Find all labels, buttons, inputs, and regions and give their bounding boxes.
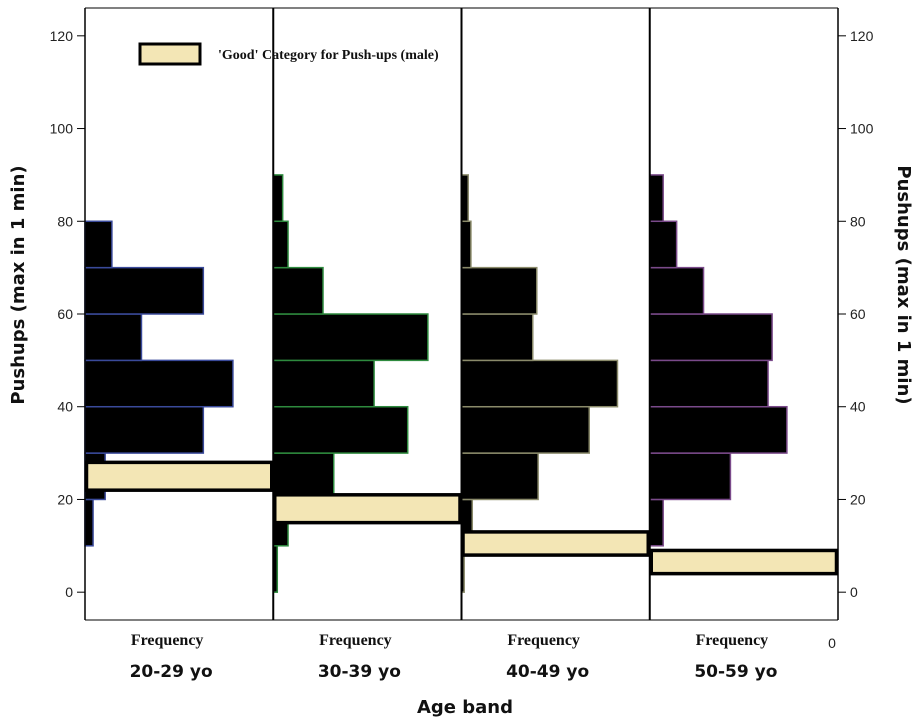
legend-swatch — [138, 42, 202, 66]
y-tick-label-right: 0 — [850, 584, 858, 600]
histogram-bar — [272, 313, 429, 362]
y-tick-label-right: 100 — [850, 121, 874, 137]
y-tick-label-right: 20 — [850, 491, 866, 507]
histogram-bar — [460, 266, 538, 315]
histogram-bar — [460, 313, 534, 362]
y-tick-label-left: 60 — [57, 306, 73, 322]
zero-label: 0 — [828, 635, 836, 651]
histogram-bar — [649, 174, 664, 223]
histogram-bar — [649, 220, 678, 269]
histogram-bar — [84, 359, 234, 408]
good-category-band — [461, 530, 650, 557]
y-axis-title-left: Pushups (max in 1 min) — [8, 165, 29, 404]
y-tick-label-left: 0 — [65, 584, 73, 600]
y-tick-label-left: 120 — [50, 28, 74, 44]
histogram-bar — [84, 313, 143, 362]
histogram-bar — [460, 452, 539, 501]
histogram-bar — [460, 405, 590, 454]
good-category-band — [84, 460, 274, 492]
panels-layer — [84, 174, 788, 593]
frequency-label: Frequency — [507, 632, 580, 649]
histogram-bar — [272, 174, 284, 223]
y-tick-label-left: 80 — [57, 213, 73, 229]
histogram-bar — [649, 266, 705, 315]
frequency-label: Frequency — [319, 632, 392, 649]
histogram-bar — [272, 359, 375, 408]
histogram-bar — [84, 220, 113, 269]
age-band-label: 50-59 yo — [694, 662, 777, 682]
frequency-label: Frequency — [131, 632, 204, 649]
good-category-band — [273, 493, 462, 525]
histogram-bar — [460, 220, 472, 269]
x-axis-title: Age band — [417, 697, 513, 718]
good-category-layer — [84, 460, 839, 576]
y-tick-label-right: 60 — [850, 306, 866, 322]
histogram-bar — [272, 452, 335, 501]
histogram-bar — [649, 313, 773, 362]
histogram-bar — [460, 359, 619, 408]
histogram-bar — [460, 174, 469, 223]
y-tick-label-left: 20 — [57, 491, 73, 507]
legend: 'Good' Category for Push-ups (male) — [138, 42, 439, 66]
y-axis-title-right: Pushups (max in 1 min) — [893, 165, 914, 404]
legend-label: 'Good' Category for Push-ups (male) — [218, 48, 439, 63]
histogram-bar — [649, 405, 788, 454]
frequency-label: Frequency — [696, 632, 769, 649]
y-tick-label-right: 120 — [850, 28, 874, 44]
y-tick-label-left: 100 — [50, 121, 74, 137]
y-tick-label-right: 40 — [850, 399, 866, 415]
y-tick-label-left: 40 — [57, 399, 73, 415]
axes-layer: Frequency 20-29 yo Frequency 30-39 yo Freque… — [50, 7, 874, 682]
histogram-bar — [84, 266, 205, 315]
good-category-band — [649, 548, 839, 576]
histogram-bar — [272, 266, 324, 315]
histogram-bar — [272, 220, 289, 269]
age-band-label: 30-39 yo — [318, 662, 401, 682]
histogram-bar — [272, 405, 409, 454]
histogram-bar — [84, 498, 94, 547]
histogram-bar — [649, 359, 769, 408]
histogram-bar — [84, 405, 205, 454]
histogram-bar — [649, 498, 664, 547]
age-band-label: 20-29 yo — [130, 662, 213, 682]
y-tick-label-right: 80 — [850, 213, 866, 229]
histogram-bar — [649, 452, 732, 501]
age-band-label: 40-49 yo — [506, 662, 589, 682]
